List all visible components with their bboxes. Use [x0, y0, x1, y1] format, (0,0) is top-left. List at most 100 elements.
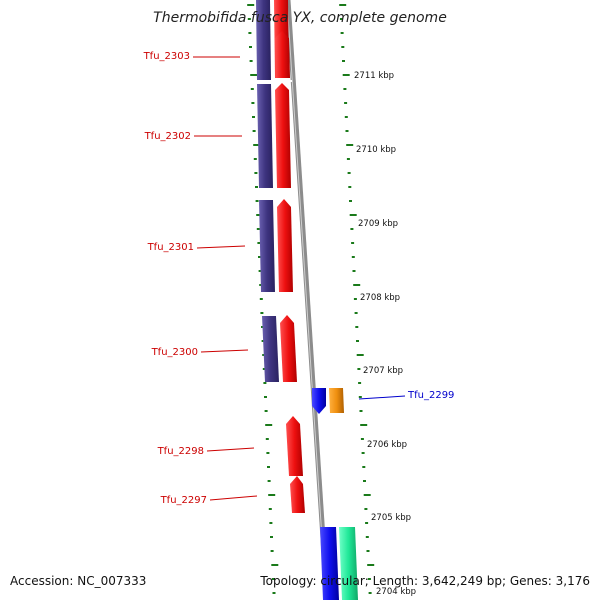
- tick-mark: [253, 144, 261, 146]
- tick-mark: [348, 186, 352, 188]
- tick-mark: [265, 424, 273, 426]
- right-tick-track: [339, 4, 375, 594]
- position-tick-label: 2705 kbp: [371, 513, 411, 523]
- tick-mark: [346, 158, 350, 160]
- tick-mark: [350, 228, 354, 230]
- tick-mark: [258, 256, 261, 258]
- position-tick-label: 2704 kbp: [376, 587, 416, 597]
- tick-mark: [353, 298, 357, 300]
- genome-summary: Topology: circular; Length: 3,642,249 bp…: [260, 574, 590, 588]
- tick-mark: [264, 410, 268, 412]
- tick-mark: [360, 438, 364, 440]
- gene-label[interactable]: Tfu_2303: [143, 51, 190, 62]
- tick-mark: [353, 284, 361, 286]
- tick-mark: [343, 88, 347, 90]
- gene-block-purple: [259, 200, 275, 292]
- tick-mark: [271, 564, 279, 566]
- tick-mark: [351, 256, 355, 258]
- tick-mark: [265, 438, 269, 440]
- tick-mark: [358, 396, 362, 398]
- accession-label: Accession: NC_007333: [10, 574, 147, 588]
- tick-mark: [258, 270, 262, 272]
- tick-mark: [255, 186, 258, 188]
- tick-mark: [365, 536, 369, 538]
- tick-mark: [267, 480, 271, 482]
- tick-mark: [356, 340, 359, 342]
- tick-mark: [272, 592, 276, 594]
- left-tick-track: [247, 4, 279, 594]
- tick-mark: [346, 144, 354, 146]
- tick-mark: [268, 494, 276, 496]
- gene-track-purple: [256, 0, 279, 382]
- tick-mark: [253, 158, 257, 160]
- tick-mark: [361, 452, 365, 454]
- gene-arrow-red: [277, 199, 293, 292]
- gene-arrow-red: [280, 315, 297, 382]
- tick-mark: [351, 242, 355, 244]
- tick-mark: [349, 200, 352, 202]
- tick-mark: [250, 88, 254, 90]
- tick-mark: [257, 242, 261, 244]
- gene-label[interactable]: Tfu_2302: [144, 131, 191, 142]
- tick-mark: [251, 102, 255, 104]
- tick-mark: [264, 396, 267, 398]
- tick-mark: [254, 172, 258, 174]
- tick-mark: [357, 368, 361, 370]
- tick-mark: [271, 578, 275, 580]
- tick-mark: [359, 410, 363, 412]
- position-tick-label: 2710 kbp: [356, 145, 396, 155]
- gene-block-blue: [320, 527, 339, 600]
- tick-mark: [269, 522, 273, 524]
- tick-mark: [365, 522, 369, 524]
- genome-backbone-highlight: [286, 0, 327, 600]
- gene-label[interactable]: Tfu_2299: [407, 390, 454, 401]
- tick-mark: [362, 466, 366, 468]
- tick-mark: [248, 32, 252, 34]
- position-tick-label: 2707 kbp: [363, 366, 403, 376]
- gene-arrow-red: [275, 31, 290, 78]
- tick-mark: [339, 4, 347, 6]
- gene-labels: Tfu_2303 Tfu_2302 Tfu_2301 Tfu_2300 Tfu_…: [143, 51, 455, 506]
- tick-mark: [363, 480, 366, 482]
- tick-mark: [367, 564, 375, 566]
- tick-mark: [262, 368, 266, 370]
- gene-label[interactable]: Tfu_2300: [151, 347, 198, 358]
- tick-mark: [342, 60, 345, 62]
- gene-label[interactable]: Tfu_2301: [147, 242, 194, 253]
- gene-block-orange: [329, 388, 344, 413]
- gene-block-purple: [257, 84, 273, 188]
- gene-arrow-blue: [312, 388, 326, 414]
- tick-mark: [247, 18, 251, 20]
- tick-mark: [249, 60, 253, 62]
- tick-mark: [259, 298, 263, 300]
- gene-label[interactable]: Tfu_2297: [160, 495, 207, 506]
- tick-mark: [349, 214, 357, 216]
- position-tick-label: 2711 kbp: [354, 71, 394, 81]
- tick-mark: [360, 424, 368, 426]
- tick-mark: [355, 326, 359, 328]
- tick-mark: [250, 74, 258, 76]
- genome-backbone: [285, 0, 330, 600]
- gene-arrow-red: [286, 416, 303, 476]
- gene-block-purple: [262, 316, 279, 382]
- tick-mark: [342, 74, 350, 76]
- tick-mark: [249, 46, 252, 48]
- gene-track-red: [274, 0, 305, 513]
- tick-mark: [341, 46, 345, 48]
- gene-arrow-red: [275, 83, 291, 188]
- gene-label[interactable]: Tfu_2298: [157, 446, 204, 457]
- map-title: Thermobifida fusca YX, complete genome: [153, 10, 447, 26]
- tick-mark: [247, 4, 255, 6]
- tick-mark: [354, 312, 358, 314]
- tick-mark: [252, 130, 256, 132]
- tick-mark: [340, 32, 344, 34]
- gene-block-teal: [339, 527, 358, 600]
- tick-mark: [260, 312, 264, 314]
- tick-mark: [255, 200, 259, 202]
- tick-mark: [358, 382, 362, 384]
- tick-mark: [345, 130, 349, 132]
- tick-mark: [368, 592, 372, 594]
- tick-mark: [261, 340, 265, 342]
- tick-mark: [364, 508, 368, 510]
